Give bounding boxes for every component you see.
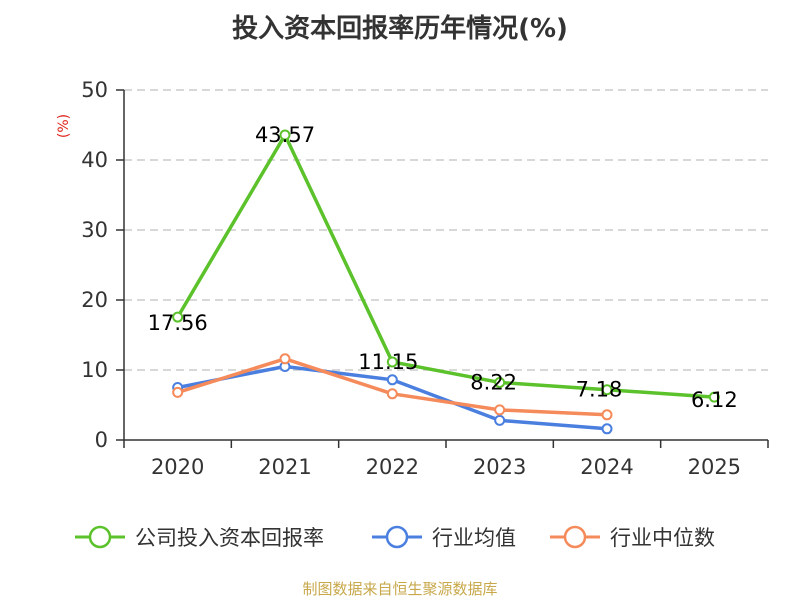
- grid-lines: [124, 89, 768, 371]
- data-label-2022: 11.15: [358, 350, 418, 374]
- data-point-0-2022: [386, 356, 398, 368]
- series-1: [172, 361, 613, 435]
- chart-title: 投入资本回报率历年情况(%): [232, 14, 568, 44]
- data-point-0-2024: [601, 384, 613, 396]
- x-tick-label-2020: 2020: [151, 455, 204, 479]
- data-label-2025: 6.12: [691, 388, 738, 412]
- data-point-1-2023: [494, 414, 506, 426]
- data-point-0-2025: [708, 391, 720, 403]
- legend-marker-2: [563, 525, 587, 549]
- y-tick-label-20: 20: [81, 288, 108, 312]
- legend-marker-0: [88, 525, 112, 549]
- legend: 公司投入资本回报率 行业均值 行业中位数: [75, 525, 715, 550]
- data-point-2-2023: [494, 404, 506, 416]
- series-0: [172, 129, 720, 403]
- data-label-2020: 17.56: [148, 311, 208, 335]
- legend-item-2: 行业中位数: [550, 525, 715, 550]
- y-tick-label-30: 30: [81, 218, 108, 242]
- data-point-1-2024: [601, 423, 613, 435]
- series-2: [172, 353, 613, 421]
- data-point-2-2024: [601, 409, 613, 421]
- x-tick-label-2025: 2025: [688, 455, 741, 479]
- data-point-0-2023: [494, 376, 506, 388]
- legend-label-2: 行业中位数: [610, 526, 715, 550]
- y-tick-label-0: 0: [95, 428, 108, 452]
- x-tick-label-2022: 2022: [366, 455, 419, 479]
- series-line-0: [176, 133, 715, 399]
- legend-item-1: 行业均值: [372, 525, 516, 550]
- axes: 0 10 20 30 40 50 2020 2021 2022 2023 2024 2025: [81, 78, 769, 479]
- data-point-2-2020: [172, 386, 184, 398]
- series-group: [172, 129, 720, 435]
- y-tick-label-10: 10: [81, 358, 108, 382]
- legend-label-1: 行业均值: [432, 526, 516, 550]
- data-source-note: 制图数据来自恒生聚源数据库: [302, 580, 498, 598]
- data-label-2021: 43.57: [255, 123, 315, 147]
- legend-label-0: 公司投入资本回报率: [135, 526, 324, 550]
- data-label-2023: 8.22: [470, 370, 517, 394]
- y-tick-label-50: 50: [81, 78, 108, 102]
- data-point-1-2022: [386, 374, 398, 386]
- data-point-2-2021: [279, 353, 291, 365]
- y-axis-unit-label: (%): [56, 114, 72, 138]
- x-tick-label-2024: 2024: [580, 455, 633, 479]
- data-labels: 17.56 43.57 11.15 8.22 7.18 6.12: [148, 123, 738, 412]
- data-label-2024: 7.18: [576, 378, 623, 402]
- x-tick-label-2023: 2023: [473, 455, 526, 479]
- data-point-0-2021: [279, 129, 291, 141]
- legend-marker-1: [385, 525, 409, 549]
- x-tick-label-2021: 2021: [258, 455, 311, 479]
- data-point-0-2020: [172, 311, 184, 323]
- data-point-2-2022: [386, 388, 398, 400]
- legend-item-0: 公司投入资本回报率: [75, 525, 324, 550]
- y-tick-label-40: 40: [81, 148, 108, 172]
